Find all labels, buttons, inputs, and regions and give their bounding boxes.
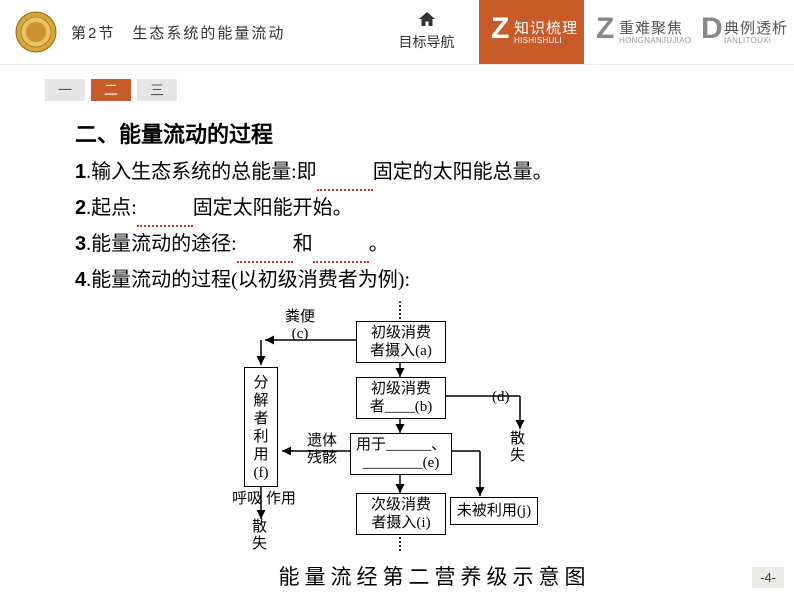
- box-i: 次级消费者摄入(i): [356, 493, 446, 535]
- sub-tabs: 一 二 三: [45, 79, 794, 101]
- nav-letter: Z: [491, 12, 509, 46]
- diagram: 初级消费者摄入(a) 初级消费者____(b) 用于______、_______…: [220, 301, 630, 561]
- blank: ___: [317, 155, 373, 191]
- blank: ___: [137, 191, 193, 227]
- nav-tabs: 目标导航 Z 知识梳理 HISHISHULI Z 重难聚焦 HONGNANJUJ…: [374, 0, 794, 64]
- subtab-1[interactable]: 一: [45, 79, 85, 101]
- item-no: 1: [75, 161, 86, 183]
- label-breath: 呼吸 作用: [224, 491, 304, 508]
- label-loss2: 散失: [510, 431, 525, 466]
- box-b: 初级消费者____(b): [356, 377, 446, 419]
- nav-sub: HONGNANJUJIAO: [619, 36, 691, 45]
- nav-home[interactable]: 目标导航: [374, 0, 479, 64]
- section-title: 二、能量流动的过程: [75, 117, 764, 149]
- blank: ___: [237, 227, 293, 263]
- label-loss1: 散失: [252, 519, 267, 554]
- header-bar: 第2节 生态系统的能量流动 目标导航 Z 知识梳理 HISHISHULI Z 重…: [0, 0, 794, 65]
- nav-letter: Z: [596, 12, 614, 46]
- item-3: 3.能量流动的途径:___和___。: [75, 227, 764, 263]
- label-c: 粪便(c): [278, 309, 322, 344]
- item-2: 2.起点:___固定太阳能开始。: [75, 191, 764, 227]
- logo: [15, 11, 57, 53]
- nav-tab-zhishishuli[interactable]: Z 知识梳理 HISHISHULI: [479, 0, 584, 64]
- nav-home-label: 目标导航: [399, 32, 455, 52]
- home-icon: [419, 12, 435, 28]
- nav-sub: IANLITOUXI: [724, 36, 771, 45]
- item-no: 4: [75, 269, 86, 291]
- label-d: (d): [492, 389, 510, 406]
- nav-main: 知识梳理: [514, 17, 578, 38]
- nav-letter: D: [701, 12, 723, 46]
- subtab-3[interactable]: 三: [137, 79, 177, 101]
- content-area: 二、能量流动的过程 1.输入生态系统的总能量:即___固定的太阳能总量。 2.起…: [0, 101, 794, 591]
- box-j: 未被利用(j): [450, 497, 538, 525]
- nav-tab-zhongnan[interactable]: Z 重难聚焦 HONGNANJUJIAO: [584, 0, 689, 64]
- label-residue: 遗体残骸: [302, 433, 342, 468]
- box-f: 分解者利用(f): [244, 367, 278, 487]
- subtab-2[interactable]: 二: [91, 79, 131, 101]
- page-number: -4-: [752, 567, 784, 588]
- item-4: 4.能量流动的过程(以初级消费者为例):: [75, 263, 764, 297]
- chapter-title: 第2节 生态系统的能量流动: [71, 22, 285, 43]
- blank: ___: [313, 227, 369, 263]
- nav-main: 典例透析: [724, 17, 788, 38]
- nav-sub: HISHISHULI: [514, 36, 562, 45]
- diagram-caption: 能量流经第二营养级示意图: [105, 561, 764, 591]
- box-e: 用于______、________(e): [350, 433, 452, 475]
- item-1: 1.输入生态系统的总能量:即___固定的太阳能总量。: [75, 155, 764, 191]
- nav-tab-dianli[interactable]: D 典例透析 IANLITOUXI: [689, 0, 794, 64]
- nav-main: 重难聚焦: [619, 17, 683, 38]
- item-no: 2: [75, 197, 86, 219]
- item-no: 3: [75, 233, 86, 255]
- box-a: 初级消费者摄入(a): [356, 321, 446, 363]
